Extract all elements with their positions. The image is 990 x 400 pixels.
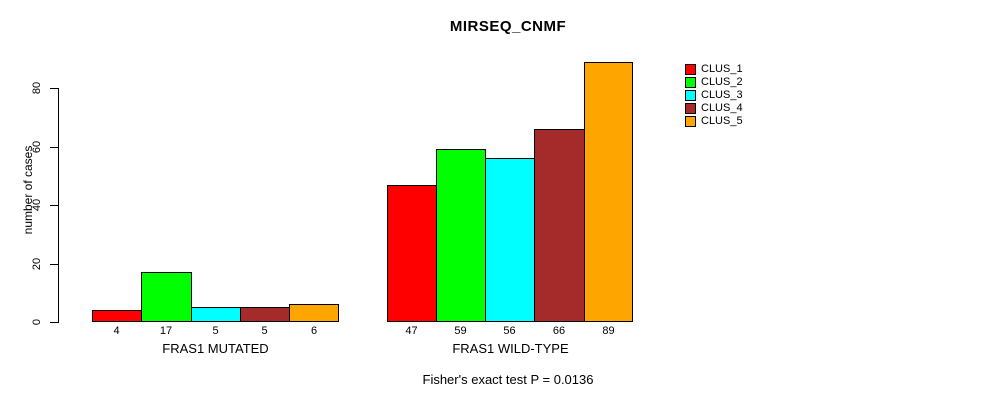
bar-clus_4-group2 (534, 129, 585, 322)
legend-swatch-clus_2 (685, 77, 696, 88)
y-axis-tick-label: 20 (31, 257, 43, 271)
x-axis-group-label: FRAS1 MUTATED (162, 341, 269, 356)
y-axis-line (58, 88, 59, 323)
bar-value-label: 5 (261, 325, 268, 337)
bar-value-label: 5 (212, 325, 219, 337)
y-axis-tick (50, 264, 58, 265)
legend-label-clus_5: CLUS_5 (701, 115, 743, 127)
bar-value-label: 17 (159, 325, 173, 337)
chart-title: MIRSEQ_CNMF (449, 18, 567, 35)
y-axis-tick-label: 40 (31, 198, 43, 212)
bar-clus_1-group2 (387, 185, 437, 322)
bar-clus_5-group1 (289, 304, 339, 322)
bar-value-label: 56 (503, 325, 516, 337)
x-axis-group-label: FRAS1 WILD-TYPE (452, 341, 569, 356)
bar-clus_3-group1 (191, 307, 241, 322)
y-axis-tick-label: 80 (31, 81, 43, 95)
legend-label-clus_3: CLUS_3 (701, 89, 743, 101)
bar-clus_2-group1 (141, 272, 192, 322)
bar-clus_2-group2 (436, 149, 486, 322)
legend-swatch-clus_4 (685, 103, 696, 114)
bar-clus_5-group2 (584, 62, 633, 322)
legend-label-clus_2: CLUS_2 (701, 76, 743, 88)
y-axis-tick (50, 322, 58, 323)
bar-value-label: 6 (310, 325, 318, 337)
bar-clus_3-group2 (485, 158, 535, 322)
y-axis-tick (50, 147, 58, 148)
legend-label-clus_1: CLUS_1 (701, 63, 743, 75)
bar-value-label: 4 (113, 325, 120, 337)
y-axis-tick (50, 88, 58, 89)
y-axis-tick (50, 205, 58, 206)
bar-value-label: 47 (405, 325, 418, 337)
legend-label-clus_4: CLUS_4 (701, 102, 743, 114)
bar-value-label: 66 (552, 325, 566, 337)
legend-swatch-clus_3 (685, 90, 696, 101)
bar-value-label: 89 (602, 325, 615, 337)
bar-clus_4-group1 (240, 307, 290, 322)
y-axis-tick-label: 60 (31, 140, 43, 154)
bar-value-label: 59 (454, 325, 467, 337)
legend-swatch-clus_1 (685, 64, 696, 75)
fisher-test-annotation: Fisher's exact test P = 0.0136 (422, 372, 594, 387)
legend-swatch-clus_5 (685, 116, 696, 127)
bar-clus_1-group1 (92, 310, 142, 322)
y-axis-tick-label: 0 (31, 318, 43, 326)
